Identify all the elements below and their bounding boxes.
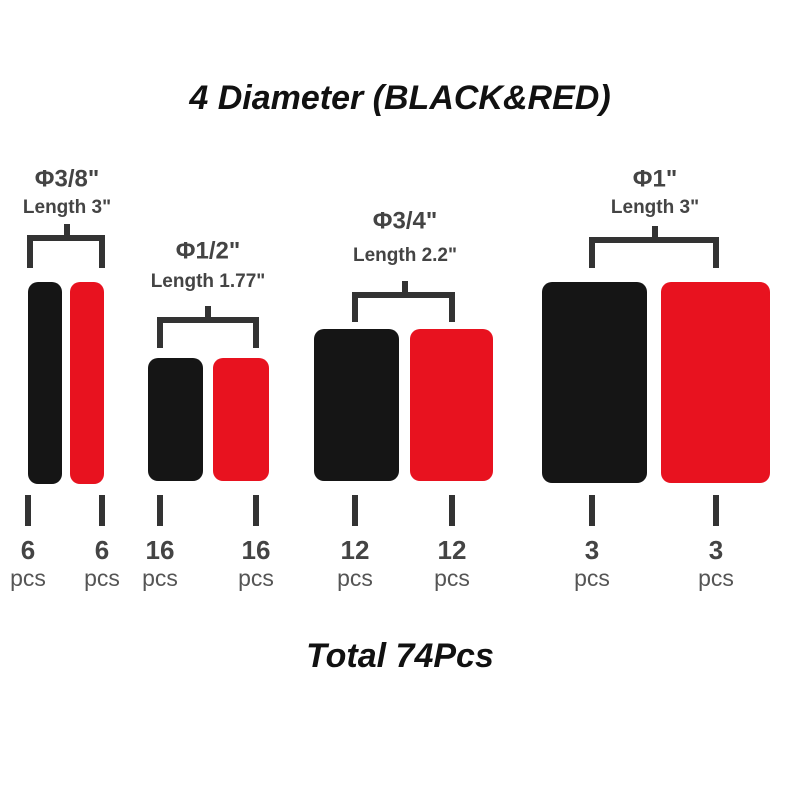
count: 16 xyxy=(242,535,271,565)
count: 16 xyxy=(146,535,175,565)
count: 12 xyxy=(438,535,467,565)
unit: pcs xyxy=(337,565,373,591)
bracket xyxy=(157,306,259,348)
bracket xyxy=(589,226,719,268)
count: 6 xyxy=(21,535,35,565)
tube xyxy=(661,282,770,483)
tube xyxy=(314,329,399,481)
count: 12 xyxy=(341,535,370,565)
unit: pcs xyxy=(10,565,46,591)
unit: pcs xyxy=(84,565,120,591)
tube xyxy=(213,358,269,481)
diameter: Φ3/4" xyxy=(373,207,437,234)
unit: pcs xyxy=(238,565,274,591)
total: Total 74Pcs xyxy=(306,637,494,675)
bracket xyxy=(352,281,455,322)
tube xyxy=(70,282,104,484)
unit: pcs xyxy=(698,565,734,591)
tube xyxy=(28,282,62,484)
diameter: Φ3/8" xyxy=(35,165,99,192)
tube xyxy=(542,282,647,483)
length: Length 2.2" xyxy=(353,245,457,266)
unit: pcs xyxy=(142,565,178,591)
count: 3 xyxy=(709,535,723,565)
bracket xyxy=(27,224,105,268)
count: 6 xyxy=(95,535,109,565)
tube xyxy=(410,329,493,481)
unit: pcs xyxy=(574,565,610,591)
diameter: Φ1" xyxy=(633,165,677,192)
unit: pcs xyxy=(434,565,470,591)
title: 4 Diameter (BLACK&RED) xyxy=(188,79,610,117)
length: Length 3" xyxy=(23,197,111,218)
length: Length 1.77" xyxy=(151,271,266,292)
diameter: Φ1/2" xyxy=(176,237,240,264)
count: 3 xyxy=(585,535,599,565)
length: Length 3" xyxy=(611,197,699,218)
tube xyxy=(148,358,203,481)
